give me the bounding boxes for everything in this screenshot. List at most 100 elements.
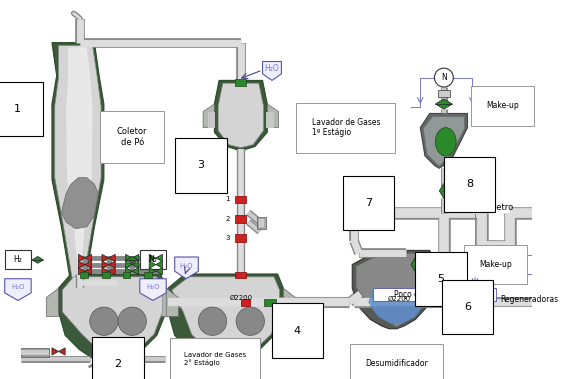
Bar <box>235 215 247 223</box>
Text: Make-up: Make-up <box>486 102 519 110</box>
Bar <box>21 348 49 357</box>
Polygon shape <box>156 261 163 268</box>
Text: N₂: N₂ <box>149 255 158 264</box>
Polygon shape <box>126 261 132 268</box>
Text: 1: 1 <box>14 104 20 114</box>
Polygon shape <box>52 348 59 355</box>
Polygon shape <box>156 268 163 275</box>
Text: Poço de Recirculação: Poço de Recirculação <box>394 290 475 299</box>
Text: Regeneradoras: Regeneradoras <box>501 295 558 304</box>
Polygon shape <box>149 254 156 262</box>
Polygon shape <box>175 257 198 279</box>
Circle shape <box>198 307 227 335</box>
Text: Make-up: Make-up <box>480 260 512 269</box>
Bar <box>241 299 251 306</box>
Bar <box>344 203 361 208</box>
Polygon shape <box>126 254 132 262</box>
Polygon shape <box>32 257 43 263</box>
Polygon shape <box>102 261 109 268</box>
Polygon shape <box>78 254 85 262</box>
Text: H₂O: H₂O <box>265 64 279 73</box>
Polygon shape <box>411 257 420 272</box>
Bar <box>5 251 31 269</box>
Polygon shape <box>55 45 101 289</box>
Bar <box>235 78 247 86</box>
Bar <box>235 196 247 203</box>
Bar <box>102 272 110 278</box>
Text: 3: 3 <box>198 160 205 171</box>
Text: 2: 2 <box>114 359 122 369</box>
Text: H₂O: H₂O <box>11 284 25 290</box>
Polygon shape <box>85 261 92 268</box>
Text: Lavador de Gases
1º Estágio: Lavador de Gases 1º Estágio <box>312 118 380 137</box>
Polygon shape <box>439 183 448 199</box>
Polygon shape <box>420 113 467 168</box>
Text: Ø2200: Ø2200 <box>229 294 252 301</box>
Polygon shape <box>203 104 215 128</box>
Text: 5: 5 <box>437 274 445 284</box>
Text: Ø2200: Ø2200 <box>387 296 410 302</box>
Bar <box>235 272 247 278</box>
Text: 6: 6 <box>464 302 471 312</box>
Polygon shape <box>156 254 163 262</box>
Circle shape <box>118 307 146 335</box>
Ellipse shape <box>435 128 456 156</box>
Bar <box>347 206 357 219</box>
Polygon shape <box>109 268 115 275</box>
Polygon shape <box>5 279 31 301</box>
Polygon shape <box>59 274 166 364</box>
Polygon shape <box>149 261 156 268</box>
Bar <box>235 234 247 242</box>
Polygon shape <box>132 268 139 275</box>
Text: 1: 1 <box>225 196 230 202</box>
Polygon shape <box>85 268 92 275</box>
Bar <box>257 217 266 229</box>
Polygon shape <box>267 104 279 128</box>
Polygon shape <box>78 261 85 268</box>
Text: 7: 7 <box>365 198 372 208</box>
Polygon shape <box>423 261 430 268</box>
Polygon shape <box>283 288 296 316</box>
Polygon shape <box>85 254 92 262</box>
Circle shape <box>90 307 118 335</box>
Polygon shape <box>208 111 215 128</box>
Text: 3: 3 <box>225 235 230 241</box>
Text: H₂O: H₂O <box>146 284 160 290</box>
Polygon shape <box>126 268 132 275</box>
Bar <box>373 288 496 301</box>
Text: Coletor
de Pó: Coletor de Pó <box>117 127 148 147</box>
Circle shape <box>435 68 453 87</box>
Bar <box>81 272 88 278</box>
Polygon shape <box>78 268 85 275</box>
Polygon shape <box>352 251 436 329</box>
Bar <box>145 272 152 278</box>
Polygon shape <box>102 254 109 262</box>
Polygon shape <box>62 277 163 361</box>
Text: Desumidificador: Desumidificador <box>365 359 428 368</box>
Polygon shape <box>415 276 425 291</box>
Polygon shape <box>430 261 436 268</box>
Polygon shape <box>435 99 452 109</box>
Polygon shape <box>46 288 59 316</box>
Polygon shape <box>61 178 98 229</box>
Bar <box>140 251 166 269</box>
Polygon shape <box>172 277 280 361</box>
Bar <box>259 219 265 227</box>
Text: 4: 4 <box>294 326 301 336</box>
Text: 2: 2 <box>225 216 230 222</box>
Polygon shape <box>140 279 166 301</box>
Polygon shape <box>102 268 109 275</box>
Polygon shape <box>266 111 274 128</box>
Bar <box>438 90 449 97</box>
Text: N: N <box>441 73 446 82</box>
Text: Gasômetro: Gasômetro <box>467 204 513 212</box>
Bar <box>21 349 49 355</box>
Circle shape <box>236 307 265 335</box>
Polygon shape <box>132 254 139 262</box>
Text: H₂O: H₂O <box>179 263 193 268</box>
Polygon shape <box>109 254 115 262</box>
Polygon shape <box>356 253 432 327</box>
Polygon shape <box>156 288 168 316</box>
Bar <box>123 272 130 278</box>
Text: Lavador de Gases
2° Estágio: Lavador de Gases 2° Estágio <box>184 352 247 366</box>
